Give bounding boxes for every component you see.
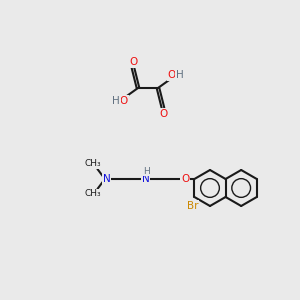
Text: N: N bbox=[103, 174, 110, 184]
Text: H: H bbox=[112, 96, 120, 106]
Text: H: H bbox=[176, 70, 184, 80]
Text: O: O bbox=[159, 109, 167, 119]
Text: O: O bbox=[168, 70, 176, 80]
Text: CH₃: CH₃ bbox=[84, 160, 101, 169]
Text: CH₃: CH₃ bbox=[84, 190, 101, 199]
Text: O: O bbox=[181, 174, 190, 184]
Text: O: O bbox=[120, 96, 128, 106]
Text: N: N bbox=[142, 174, 149, 184]
Text: H: H bbox=[143, 167, 150, 176]
Text: Br: Br bbox=[187, 201, 198, 211]
Text: O: O bbox=[129, 57, 137, 67]
